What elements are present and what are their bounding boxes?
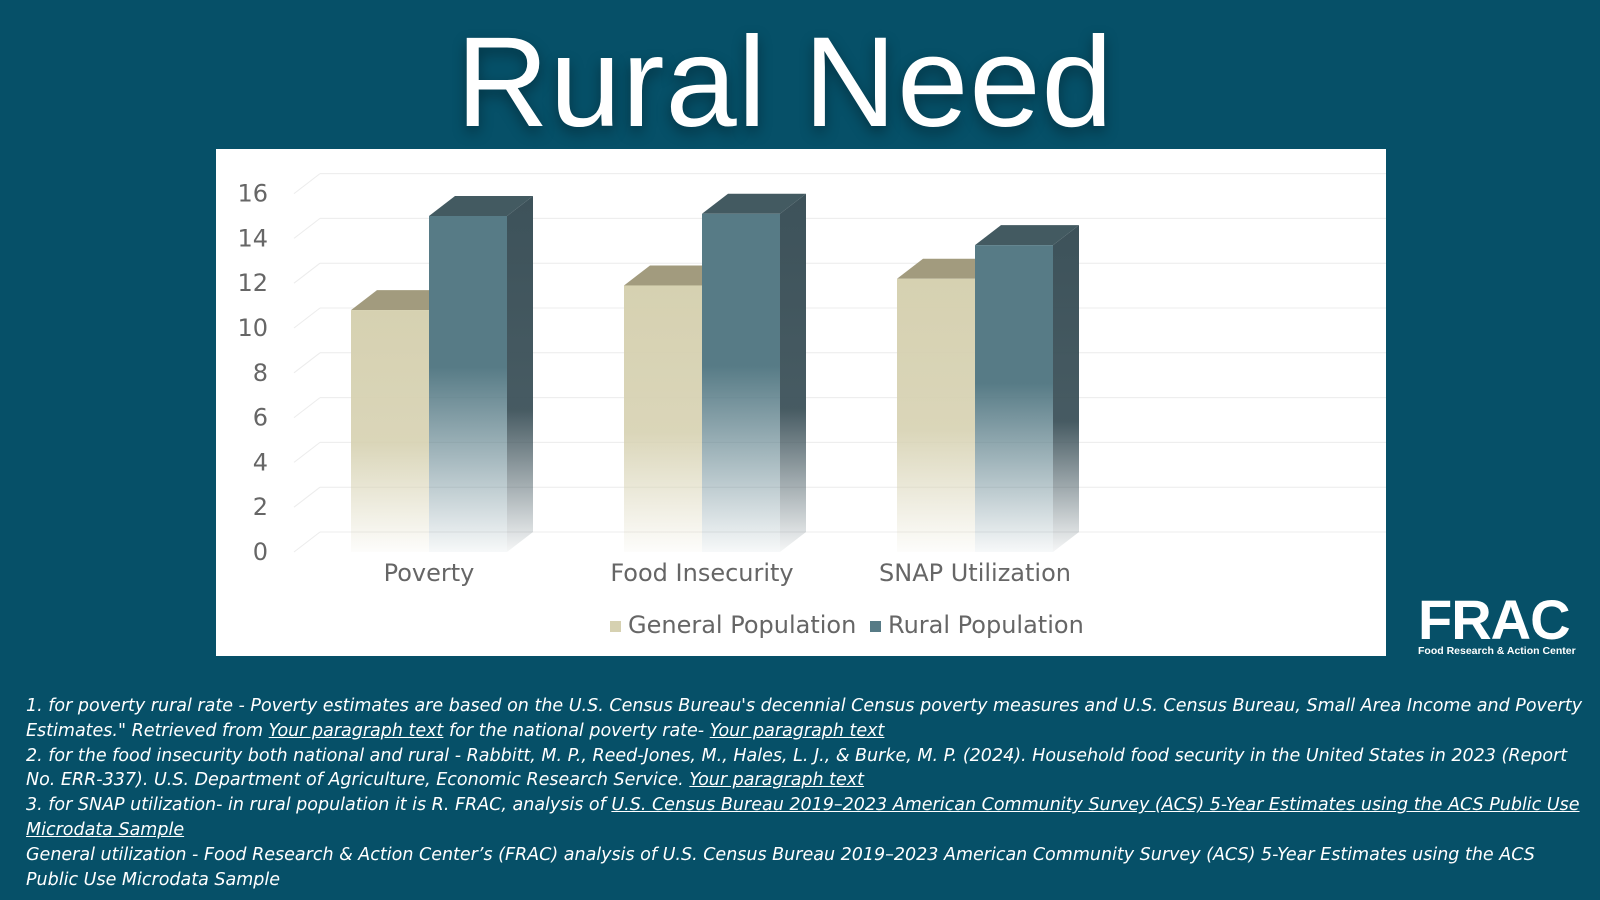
frac-logo: FRAC Food Research & Action Center (1418, 588, 1578, 658)
footnote-3-link[interactable]: U.S. Census Bureau 2019–2023 American Co… (26, 795, 1580, 840)
bar-chart: 0 2 4 6 8 10 12 14 16 Poverty Food Insecurity SNAP … (237, 173, 1386, 639)
footnotes: 1. for poverty rural rate - Poverty esti… (26, 694, 1586, 892)
footnote-1-link-a[interactable]: Your paragraph text (268, 720, 444, 741)
bar (975, 245, 1053, 552)
gridline-diagonal (293, 442, 321, 463)
logo-wordmark: FRAC (1418, 588, 1571, 651)
footnote-1-text-a: 1. for poverty rural rate - Poverty esti… (26, 696, 1583, 741)
footnote-2-text: 2. for the food insecurity both national… (26, 745, 1568, 791)
gridline-diagonal (293, 307, 321, 329)
bar-top (975, 225, 1079, 246)
y-tick-label: 16 (237, 180, 268, 208)
logo-subtitle: Food Research & Action Center (1418, 645, 1576, 657)
footnote-3: 3. for SNAP utilization- in rural popula… (26, 793, 1586, 843)
bar-side (780, 193, 806, 552)
gridline-diagonal (293, 262, 321, 284)
y-tick-label: 4 (253, 448, 268, 476)
bar (702, 213, 780, 552)
gridline-diagonal (293, 173, 321, 194)
y-tick-label: 2 (253, 493, 268, 521)
page-title: Rural Need (456, 11, 1114, 154)
footnote-3-text: 3. for SNAP utilization- in rural popula… (26, 795, 612, 816)
bar (897, 278, 975, 552)
y-tick-label: 6 (253, 404, 268, 432)
x-category-label: Food Insecurity (610, 559, 793, 587)
bar-side (507, 196, 533, 552)
legend-label: Rural Population (888, 611, 1084, 639)
footnote-1-link-b[interactable]: Your paragraph text (709, 720, 885, 741)
bar (624, 285, 702, 552)
footnote-1: 1. for poverty rural rate - Poverty esti… (26, 694, 1586, 744)
bar-side (1053, 225, 1079, 552)
footnote-2-link[interactable]: Your paragraph text (689, 770, 865, 791)
x-category-label: Poverty (384, 559, 475, 587)
bar-top (429, 196, 533, 216)
bar (351, 310, 429, 552)
gridline-diagonal (293, 218, 321, 239)
y-tick-label: 8 (253, 359, 268, 387)
footnote-1-text-b: for the national poverty rate- (443, 720, 710, 741)
legend-swatch (870, 621, 881, 632)
y-tick-label: 10 (237, 314, 268, 342)
footnote-4: General utilization - Food Research & Ac… (26, 844, 1535, 890)
chart-panel: 0 2 4 6 8 10 12 14 16 Poverty Food Insecurity SNAP … (216, 149, 1386, 656)
y-tick-label: 12 (237, 269, 268, 297)
gridline-diagonal (293, 486, 321, 508)
y-tick-label: 14 (237, 224, 268, 252)
gridline-diagonal (293, 531, 321, 553)
x-category-label: SNAP Utilization (879, 559, 1071, 587)
footnote-2: 2. for the food insecurity both national… (26, 744, 1586, 794)
legend-swatch (610, 621, 621, 632)
gridline-diagonal (293, 397, 321, 418)
y-tick-label: 0 (253, 538, 268, 566)
gridline-diagonal (293, 352, 321, 374)
bar-top (702, 193, 806, 214)
bar (429, 216, 507, 552)
legend-label: General Population (628, 611, 856, 639)
